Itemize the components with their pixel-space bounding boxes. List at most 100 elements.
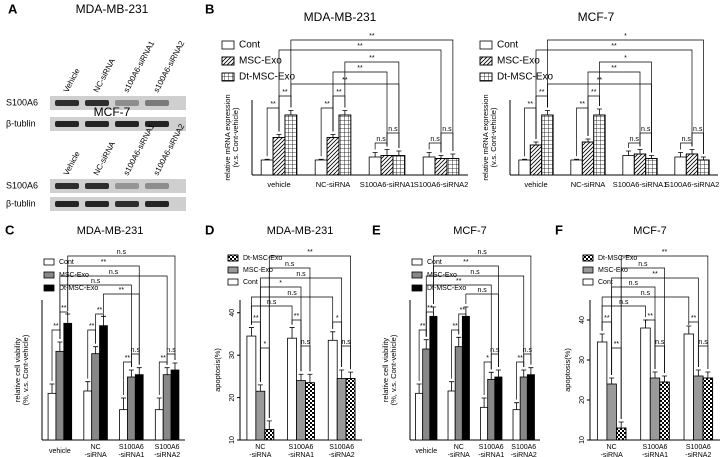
chart-title: MDA-MB-231 (77, 225, 144, 237)
bar-pattern (702, 377, 714, 441)
significance-label: ** (591, 89, 597, 96)
blot-band (145, 100, 169, 106)
significance-label: n.s (470, 269, 480, 276)
bar-pattern (616, 427, 627, 441)
significance-bracket (547, 39, 704, 154)
bar-pattern (345, 378, 356, 441)
blot-band (145, 183, 169, 189)
error-bar (289, 327, 295, 339)
bar (255, 390, 266, 441)
bar-pattern (305, 382, 315, 441)
significance-label: n.s (693, 126, 703, 133)
bar-pattern (392, 155, 406, 176)
x-tick-label: S100A6-siRNA1 (642, 444, 668, 457)
error-bar (416, 383, 422, 394)
bar (99, 325, 108, 441)
significance-label: n.s (490, 347, 500, 354)
error-bar (533, 141, 539, 145)
error-bar (248, 327, 254, 337)
bar (487, 378, 496, 441)
legend-swatch (479, 40, 493, 50)
legend-swatch (227, 266, 239, 274)
significance-label: n.s (442, 126, 452, 133)
legend-label: Dt-MSC-Exo (497, 72, 554, 83)
legend-swatch-pattern (221, 72, 235, 82)
bar (674, 156, 687, 176)
x-tick-label: S100A6-siRNA1 (360, 180, 415, 189)
bar (429, 315, 438, 441)
error-bar (339, 369, 345, 379)
x-tick-label: NC-siRNA (316, 180, 351, 189)
significance-label: ** (61, 305, 67, 312)
error-bar (686, 325, 692, 334)
significance-label: ** (463, 259, 469, 266)
significance-label: ** (294, 313, 300, 320)
error-bar (396, 150, 402, 156)
legend-label: Dt-MSC-Exo (59, 285, 98, 292)
legend-swatch-pattern (479, 72, 493, 82)
error-bar (330, 134, 336, 138)
legend-label: Cont (243, 279, 258, 286)
error-bar (164, 367, 170, 375)
error-bar (85, 381, 91, 391)
significance-label: n.s (296, 271, 306, 278)
significance-label: ** (369, 55, 375, 62)
panel-label: E (372, 222, 381, 237)
significance-label: ** (611, 43, 617, 50)
legend-label: Cont (59, 259, 74, 266)
error-bar (128, 369, 134, 377)
bar-pattern (264, 428, 275, 441)
significance-label: * (263, 341, 266, 348)
y-axis-label: relative cell viability(%, v.s. Cont-veh… (13, 334, 30, 405)
blot-band (55, 121, 79, 127)
significance-bracket (587, 71, 641, 147)
significance-bracket (103, 293, 140, 365)
x-tick-label: S100A6-siRNA1 (478, 444, 504, 457)
error-bar (49, 383, 55, 394)
bar (454, 346, 463, 441)
significance-bracket (620, 267, 665, 419)
bar (47, 392, 57, 441)
significance-label: n.s (131, 347, 141, 354)
bar-pattern (593, 114, 606, 176)
panel-label: D (205, 222, 214, 237)
significance-label: ** (597, 77, 603, 84)
y-axis-label: relative cell viability(%, v.s. Cont-veh… (381, 334, 398, 405)
bar (91, 353, 100, 441)
bar-pattern (685, 153, 699, 176)
error-bar (426, 152, 432, 157)
significance-label: ** (160, 355, 166, 362)
significance-label: ** (420, 323, 426, 330)
error-bar (276, 134, 282, 138)
significance-label: ** (101, 259, 107, 266)
legend-swatch (221, 40, 235, 50)
error-bar (514, 402, 520, 410)
bar (63, 322, 73, 441)
significance-label: n.s (285, 261, 295, 268)
legend-label: Dt-MSC-Exo (239, 72, 296, 83)
significance-label: ** (517, 355, 523, 362)
significance-label: n.s (638, 261, 648, 268)
error-bar (648, 155, 654, 159)
error-bar (662, 375, 668, 382)
row-label: S100A6 (6, 180, 38, 190)
significance-label: ** (369, 33, 375, 40)
bar (162, 374, 172, 441)
significance-label: ** (125, 355, 131, 362)
y-tick-label: 10 (229, 436, 236, 444)
significance-label: * (486, 355, 489, 362)
significance-label: ** (456, 278, 462, 285)
legend-swatch (411, 258, 423, 266)
bar-pattern (326, 137, 340, 176)
bar (154, 409, 164, 441)
significance-label: n.s (477, 249, 487, 256)
significance-label: n.s (641, 126, 651, 133)
significance-label: ** (528, 101, 534, 108)
bar-pattern (272, 137, 286, 176)
significance-label: n.s (91, 278, 101, 285)
error-bar (695, 369, 701, 376)
error-bar (264, 158, 270, 160)
blot-band (145, 201, 169, 207)
significance-label: ** (427, 305, 433, 312)
blot-band (85, 201, 109, 207)
